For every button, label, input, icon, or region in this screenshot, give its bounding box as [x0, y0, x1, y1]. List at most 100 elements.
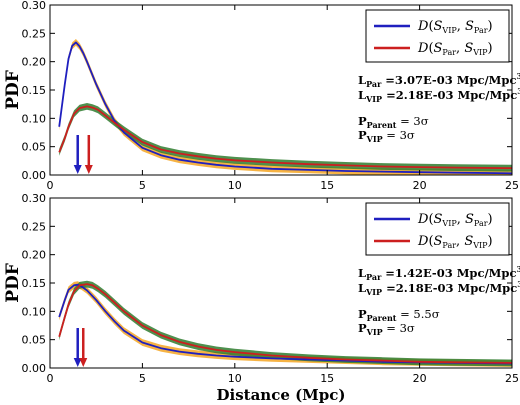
median-arrow-head-1	[73, 358, 82, 367]
y-tick-label: 0.10	[22, 112, 47, 125]
legend-sub: Par	[474, 219, 488, 228]
ann-letter: L	[358, 88, 366, 102]
ann-letter: L	[358, 73, 366, 87]
y-axis-label: PDF	[3, 70, 23, 110]
y-axis-label: PDF	[3, 263, 23, 303]
x-tick-label: 10	[228, 179, 242, 192]
legend-sub: VIP	[472, 241, 488, 250]
y-tick-label: 0.00	[22, 362, 47, 375]
y-tick-label: 0.20	[22, 56, 47, 69]
ann-sub: Par	[366, 272, 382, 282]
median-arrows	[73, 135, 93, 174]
legend: D(SVIP, SPar) D(SPar, SVIP)	[365, 9, 510, 63]
ann-cube: 3	[517, 86, 520, 96]
y-tick-label: 0.30	[22, 0, 47, 12]
axis-ticks: 0 5 10 15 20 25 0.00 0.05 0.10 0.15 0.20 0.25 0.30	[22, 192, 520, 385]
series-line-2	[58, 105, 513, 170]
median-arrow-head-1	[73, 165, 82, 174]
median-arrow-head-2	[84, 165, 93, 174]
x-tick-label: 25	[505, 179, 519, 192]
annotation-block: LPar =1.42E-03 Mpc/Mpc3 LVIP =2.18E-03 M…	[358, 264, 520, 337]
legend-sub: Par	[442, 241, 456, 250]
legend-s: S	[434, 212, 443, 227]
legend-s: S	[464, 41, 473, 56]
ann-sub: Parent	[367, 120, 397, 130]
legend-label-1: D(SVIP, SPar)	[417, 19, 493, 35]
p-parent-annotation: PParent = 3σ	[358, 114, 429, 130]
ann-value: = 3σ	[396, 114, 428, 128]
confidence-bands	[59, 39, 512, 175]
legend-label-1: D(SVIP, SPar)	[417, 212, 493, 228]
legend-s: S	[464, 234, 473, 249]
x-tick-label: 5	[139, 179, 146, 192]
ann-sub: VIP	[366, 327, 383, 337]
l-vip-annotation: LVIP =2.18E-03 Mpc/Mpc3	[358, 86, 520, 104]
legend-s: S	[434, 19, 443, 34]
ann-cube: 3	[516, 264, 520, 274]
annotation-block: LPar =3.07E-03 Mpc/Mpc3 LVIP =2.18E-03 M…	[358, 71, 520, 144]
legend-s: S	[465, 212, 474, 227]
ann-cube: 3	[517, 279, 520, 289]
panel-bottom: PDF 0 5 10 15 20 25 0.00 0.05 0.10 0.15 0.20 0.25 0.…	[3, 192, 520, 404]
y-tick-label: 0.10	[22, 305, 47, 318]
series-line-1	[58, 283, 513, 365]
x-tick-label: 10	[228, 372, 242, 385]
p-vip-annotation: PVIP = 3σ	[358, 128, 415, 144]
ann-value: =1.42E-03 Mpc/Mpc	[381, 266, 516, 280]
ann-letter: P	[358, 114, 367, 128]
x-tick-label: 20	[413, 179, 427, 192]
x-tick-label: 25	[505, 372, 519, 385]
series-line-1	[58, 41, 513, 175]
ann-value: = 3σ	[383, 321, 415, 335]
ann-sub: Par	[366, 79, 382, 89]
y-tick-label: 0.30	[22, 192, 47, 205]
ann-letter: L	[358, 281, 366, 295]
legend-s: S	[434, 234, 443, 249]
legend-paren: (	[428, 19, 433, 34]
l-vip-annotation: LVIP =2.18E-03 Mpc/Mpc3	[358, 279, 520, 297]
panel-top: PDF 0 5 10 15 20 25 0.00 0.05 0.10 0.15 0.20 0.25 0.…	[3, 0, 520, 192]
series-line-2	[58, 283, 513, 364]
ann-value: = 5.5σ	[396, 307, 439, 321]
ann-letter: P	[358, 321, 367, 335]
ann-value: =3.07E-03 Mpc/Mpc	[381, 73, 516, 87]
legend-comma: ,	[457, 212, 465, 227]
legend-paren: (	[428, 41, 433, 56]
ann-letter: P	[358, 307, 367, 321]
legend-sub: VIP	[441, 219, 457, 228]
series-lines	[58, 283, 513, 365]
ann-sub: VIP	[366, 134, 383, 144]
legend-paren: )	[488, 234, 493, 249]
x-tick-label: 20	[413, 372, 427, 385]
legend-paren: )	[488, 19, 493, 34]
legend-comma: ,	[457, 19, 465, 34]
ann-sub: VIP	[365, 94, 382, 104]
p-vip-annotation: PVIP = 3σ	[358, 321, 415, 337]
x-tick-label: 0	[47, 179, 54, 192]
ann-value: = 3σ	[383, 128, 415, 142]
l-par-annotation: LPar =3.07E-03 Mpc/Mpc3	[358, 71, 520, 89]
median-arrow-head-2	[79, 358, 88, 367]
x-tick-label: 15	[320, 179, 334, 192]
ann-sub: VIP	[365, 287, 382, 297]
ann-value: =2.18E-03 Mpc/Mpc	[382, 281, 517, 295]
y-tick-label: 0.25	[22, 220, 47, 233]
y-tick-label: 0.20	[22, 249, 47, 262]
x-tick-label: 0	[47, 372, 54, 385]
legend-sub: VIP	[472, 48, 488, 57]
series-lines	[58, 41, 513, 175]
legend-sub: Par	[474, 26, 488, 35]
y-tick-label: 0.00	[22, 169, 47, 182]
x-axis-label: Distance (Mpc)	[216, 386, 345, 404]
x-tick-label: 15	[320, 372, 334, 385]
legend-paren: (	[428, 234, 433, 249]
legend-d: D	[417, 19, 429, 34]
legend-sub: Par	[442, 48, 456, 57]
legend-label-2: D(SPar, SVIP)	[417, 234, 493, 250]
y-tick-label: 0.15	[22, 84, 47, 97]
confidence-band-2	[59, 103, 512, 172]
ann-cube: 3	[516, 71, 520, 81]
legend-sub: VIP	[441, 26, 457, 35]
legend-d: D	[417, 41, 429, 56]
